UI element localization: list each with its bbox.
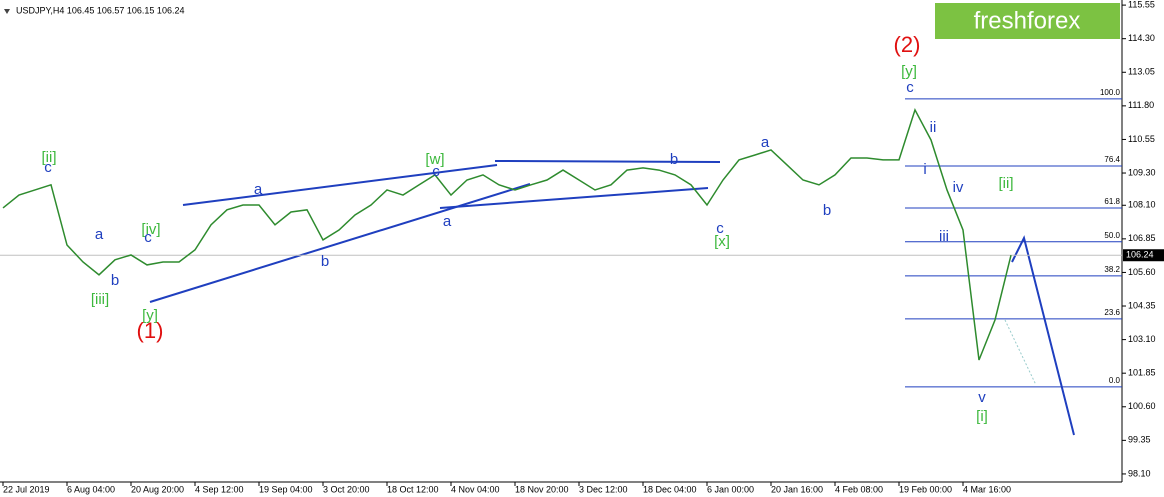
wave-label: a xyxy=(254,181,263,198)
x-tick-label: 18 Oct 12:00 xyxy=(387,484,439,494)
trend-lines xyxy=(149,160,1075,436)
y-tick-label: 105.60 xyxy=(1128,267,1156,277)
wave-label: a xyxy=(95,226,104,243)
wave-label: iii xyxy=(939,228,949,245)
x-tick-label: 6 Aug 04:00 xyxy=(67,484,115,494)
y-tick-label: 110.55 xyxy=(1128,134,1155,144)
fib-label: 50.0 xyxy=(1104,231,1120,240)
menu-icon xyxy=(4,9,10,14)
wave-label: [i] xyxy=(976,408,988,425)
fib-label: 38.2 xyxy=(1104,265,1120,274)
x-tick-label: 4 Feb 08:00 xyxy=(835,484,883,494)
wave-label: [x] xyxy=(714,233,730,250)
x-tick-label: 19 Sep 04:00 xyxy=(259,484,313,494)
y-tick-label: 115.55 xyxy=(1128,0,1155,9)
chart-title: USDJPY,H4 106.45 106.57 106.15 106.24 xyxy=(16,5,184,15)
wave-label: [ii] xyxy=(999,175,1014,192)
wave-label: c xyxy=(44,159,52,176)
wave-label: b xyxy=(111,272,119,289)
x-tick-label: 3 Oct 20:00 xyxy=(323,484,370,494)
wave-label: (1) xyxy=(137,318,164,343)
x-tick-label: 20 Jan 16:00 xyxy=(771,484,823,494)
x-tick-label: 19 Feb 00:00 xyxy=(899,484,952,494)
wave-label: a xyxy=(761,134,770,151)
y-tick-label: 101.85 xyxy=(1128,368,1156,378)
wave-label: ii xyxy=(930,119,937,136)
x-tick-label: 22 Jul 2019 xyxy=(3,484,50,494)
y-tick-label: 114.30 xyxy=(1128,33,1155,43)
wave-label: [w] xyxy=(425,151,444,168)
x-tick-label: 4 Mar 16:00 xyxy=(963,484,1011,494)
current-price-label: 106.24 xyxy=(1126,250,1154,260)
current-price-box xyxy=(1123,249,1164,262)
y-tick-label: 99.35 xyxy=(1128,435,1151,445)
fib-label: 23.6 xyxy=(1104,308,1120,317)
x-tick-label: 18 Nov 20:00 xyxy=(515,484,569,494)
wave-label: (2) xyxy=(894,32,921,57)
fib-label: 0.0 xyxy=(1109,376,1121,385)
fib-label: 100.0 xyxy=(1100,88,1121,97)
wave-label: c xyxy=(144,229,152,246)
y-tick-label: 113.05 xyxy=(1128,67,1155,77)
wave-label: iv xyxy=(953,179,964,196)
wave-label: c xyxy=(906,79,914,96)
x-tick-label: 20 Aug 20:00 xyxy=(131,484,184,494)
x-tick-label: 18 Dec 04:00 xyxy=(643,484,697,494)
wave-label: b xyxy=(823,202,831,219)
y-tick-label: 104.35 xyxy=(1128,300,1156,310)
wave-label: c xyxy=(716,220,724,237)
fib-label: 76.4 xyxy=(1104,155,1120,164)
wave-label: v xyxy=(978,389,986,406)
projection xyxy=(1004,319,1037,386)
price-line xyxy=(2,107,1012,361)
x-tick-label: 4 Nov 04:00 xyxy=(451,484,500,494)
wave-label: b xyxy=(670,151,678,168)
logo: freshforex xyxy=(974,7,1081,34)
y-tick-label: 109.30 xyxy=(1128,167,1156,177)
wave-label: i xyxy=(923,161,926,178)
wave-label: [ii] xyxy=(42,149,57,166)
y-tick-label: 100.60 xyxy=(1128,401,1156,411)
logo-box xyxy=(935,3,1120,39)
wave-label: [iv] xyxy=(141,221,160,238)
wave-label: [iii] xyxy=(91,291,109,308)
y-tick-label: 103.10 xyxy=(1128,334,1156,344)
x-tick-label: 3 Dec 12:00 xyxy=(579,484,628,494)
x-tick-label: 6 Jan 00:00 xyxy=(707,484,754,494)
y-tick-label: 98.10 xyxy=(1128,468,1151,478)
wave-label: [y] xyxy=(901,63,917,80)
wave-label: b xyxy=(321,253,329,270)
fib-label: 61.8 xyxy=(1104,197,1120,206)
y-tick-label: 111.80 xyxy=(1128,100,1154,110)
y-tick-label: 106.85 xyxy=(1128,233,1156,243)
wave-label: a xyxy=(443,213,452,230)
wave-label: c xyxy=(432,163,440,180)
wave-label: [y] xyxy=(142,307,158,324)
x-tick-label: 4 Sep 12:00 xyxy=(195,484,244,494)
y-tick-label: 108.10 xyxy=(1128,200,1156,210)
